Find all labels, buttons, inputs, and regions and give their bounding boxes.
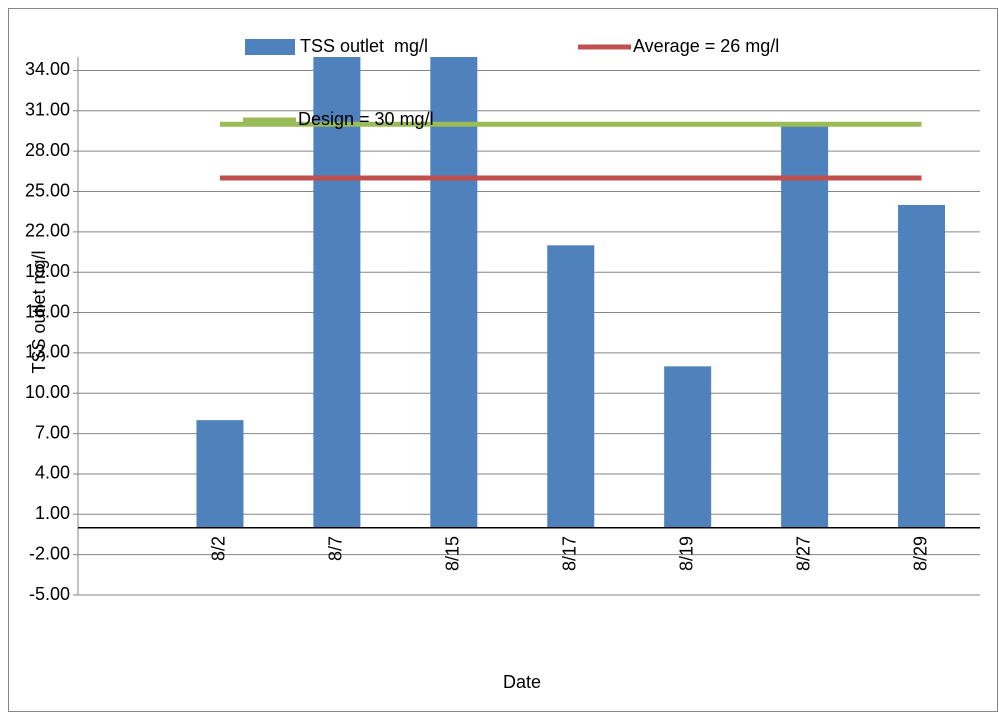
legend-label: Design = 30 mg/l: [298, 109, 434, 129]
bar: [898, 204, 946, 528]
y-tick-label: -5.00: [29, 584, 70, 604]
legend-label: Average = 26 mg/l: [633, 36, 779, 56]
y-tick-label: 22.00: [25, 221, 70, 241]
x-tick-label: 8/27: [793, 536, 813, 571]
x-tick-label: 8/19: [676, 536, 696, 571]
bar: [547, 245, 595, 528]
legend-swatch: [245, 39, 295, 55]
chart-frame: [8, 8, 998, 712]
y-tick-label: 13.00: [25, 342, 70, 362]
x-tick-label: 8/29: [910, 536, 930, 571]
y-tick-label: 1.00: [35, 503, 70, 523]
y-tick-label: 7.00: [35, 422, 70, 442]
y-tick-label: 28.00: [25, 140, 70, 160]
x-axis-title: Date: [503, 672, 541, 692]
y-axis-title: TSS outlet mg/l: [29, 250, 49, 373]
bar: [196, 420, 244, 528]
y-tick-label: 10.00: [25, 382, 70, 402]
x-tick-label: 8/7: [326, 536, 346, 561]
y-tick-label: 25.00: [25, 180, 70, 200]
legend-label: TSS outlet mg/l: [300, 36, 428, 56]
y-tick-label: 4.00: [35, 463, 70, 483]
bar: [664, 366, 712, 528]
bar: [781, 124, 829, 528]
x-tick-label: 8/17: [560, 536, 580, 571]
y-tick-label: 31.00: [25, 100, 70, 120]
bar: [313, 57, 361, 528]
bar: [430, 57, 478, 528]
y-tick-label: 34.00: [25, 59, 70, 79]
y-tick-label: 16.00: [25, 301, 70, 321]
x-tick-label: 8/15: [443, 536, 463, 571]
y-tick-label: -2.00: [29, 543, 70, 563]
x-tick-label: 8/2: [209, 536, 229, 561]
y-tick-label: 19.00: [25, 261, 70, 281]
